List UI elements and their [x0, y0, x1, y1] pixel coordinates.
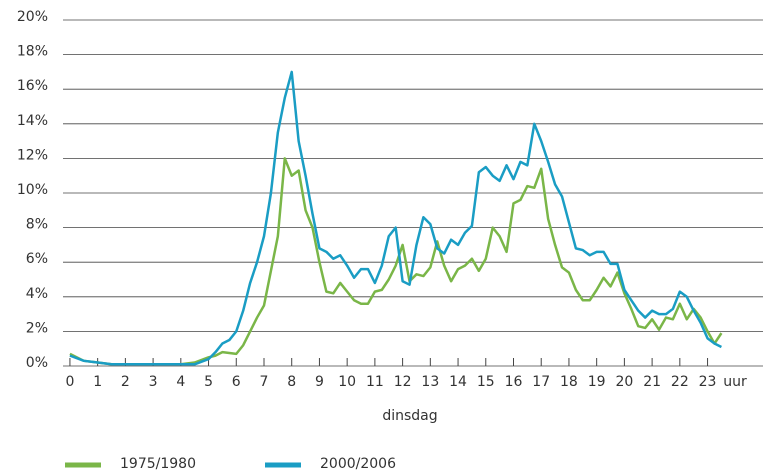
x-axis-label: dinsdag [382, 408, 437, 424]
y-tick-label: 16% [17, 78, 48, 94]
y-tick-label: 20% [17, 9, 48, 25]
y-tick-label: 14% [17, 113, 48, 129]
x-tick-label: 9 [315, 374, 324, 390]
x-tick-label: 18 [560, 374, 578, 390]
y-tick-label: 10% [17, 182, 48, 198]
x-tick-label: 4 [176, 374, 185, 390]
x-tick-label: 5 [204, 374, 213, 390]
line-series [69, 70, 722, 366]
x-tick-label: 17 [532, 374, 550, 390]
x-tick-label: 23 [699, 374, 717, 390]
y-tick-label: 12% [17, 147, 48, 163]
x-tick-label: 8 [287, 374, 296, 390]
legend-label: 1975/1980 [120, 456, 196, 472]
legend-label: 2000/2006 [320, 456, 396, 472]
x-tick-label: 1 [93, 374, 102, 390]
y-tick-label: 4% [26, 286, 48, 302]
x-tick-label: 10 [338, 374, 356, 390]
x-axis-unit: uur [723, 374, 747, 390]
x-tick-label: 2 [121, 374, 130, 390]
x-tick-label: 21 [643, 374, 661, 390]
x-tick-label: 14 [449, 374, 467, 390]
y-tick-label: 18% [17, 44, 48, 60]
x-tick-label: 22 [671, 374, 689, 390]
y-tick-label: 6% [26, 251, 48, 267]
x-tick-label: 12 [394, 374, 412, 390]
x-tick-label: 19 [588, 374, 606, 390]
x-tick-label: 20 [615, 374, 633, 390]
x-tick-label: 11 [366, 374, 384, 390]
x-tick-label: 6 [232, 374, 241, 390]
x-tick-label: 3 [149, 374, 158, 390]
y-tick-label: 8% [26, 217, 48, 233]
x-tick-label: 16 [505, 374, 523, 390]
line-series [69, 157, 723, 366]
y-tick-label: 2% [26, 320, 48, 336]
x-tick-label: 13 [421, 374, 439, 390]
x-tick-label: 0 [65, 374, 74, 390]
x-tick-label: 15 [477, 374, 495, 390]
x-tick-label: 7 [260, 374, 269, 390]
y-tick-label: 0% [26, 355, 48, 371]
